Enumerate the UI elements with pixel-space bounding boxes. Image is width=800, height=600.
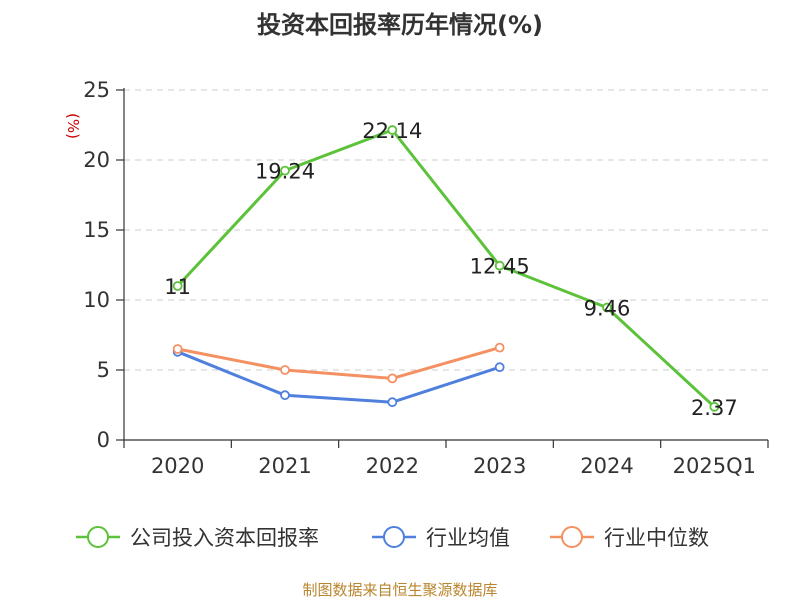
grid-lines bbox=[124, 89, 768, 371]
x-tick-label: 2023 bbox=[473, 454, 526, 478]
data-labels: 11 19.24 22.14 12.45 9.46 2.37 bbox=[164, 119, 737, 420]
x-tick-label: 2024 bbox=[580, 454, 633, 478]
data-label: 12.45 bbox=[470, 255, 530, 279]
data-label: 2.37 bbox=[691, 396, 738, 420]
x-tick-label: 2025Q1 bbox=[673, 454, 756, 478]
data-label: 22.14 bbox=[362, 119, 422, 143]
data-point-0 bbox=[280, 165, 290, 176]
data-point-1 bbox=[494, 362, 505, 373]
legend-item-1: 行业均值 bbox=[372, 526, 510, 550]
series-line-2 bbox=[176, 346, 502, 380]
legend: 公司投入资本回报率 行业均值 行业中位数 bbox=[76, 526, 709, 550]
data-point-0 bbox=[387, 125, 398, 135]
source-note: 制图数据来自恒生聚源数据库 bbox=[302, 581, 497, 599]
y-tick-label: 0 bbox=[97, 428, 110, 452]
series-line-1 bbox=[176, 350, 502, 404]
x-tick-label: 2021 bbox=[258, 454, 311, 478]
legend-label: 行业均值 bbox=[426, 526, 510, 550]
data-point-2 bbox=[280, 365, 290, 375]
data-point-1 bbox=[280, 390, 290, 401]
y-tick-label: 5 bbox=[97, 358, 110, 382]
data-point-0 bbox=[494, 260, 505, 271]
y-axis-unit-label: (%) bbox=[64, 113, 82, 139]
x-tick-label: 2020 bbox=[151, 454, 204, 478]
series-group bbox=[172, 125, 720, 412]
y-tick-label: 20 bbox=[83, 148, 110, 172]
axes: 0 5 10 15 20 25 2020 2021 2022 2023 2024 2025Q1 bbox=[83, 78, 769, 478]
y-tick-label: 10 bbox=[83, 288, 110, 312]
legend-marker-icon bbox=[561, 526, 583, 548]
y-tick-label: 15 bbox=[83, 218, 110, 242]
data-point-0 bbox=[172, 281, 183, 291]
y-tick-label: 25 bbox=[83, 78, 110, 102]
legend-marker-icon bbox=[87, 526, 109, 548]
legend-label: 行业中位数 bbox=[604, 526, 709, 550]
data-label: 11 bbox=[164, 275, 191, 299]
data-point-2 bbox=[387, 373, 398, 384]
legend-item-0: 公司投入资本回报率 bbox=[76, 526, 319, 550]
data-point-1 bbox=[387, 397, 398, 408]
legend-marker-icon bbox=[383, 526, 405, 548]
legend-item-2: 行业中位数 bbox=[550, 526, 709, 550]
data-point-2 bbox=[172, 344, 183, 354]
data-label: 9.46 bbox=[584, 297, 631, 321]
x-tick-label: 2022 bbox=[366, 454, 419, 478]
data-point-0 bbox=[709, 401, 720, 412]
legend-label: 公司投入资本回报率 bbox=[130, 526, 319, 550]
data-label: 19.24 bbox=[255, 160, 315, 184]
chart-title: 投资本回报率历年情况(%) bbox=[257, 11, 543, 39]
data-point-2 bbox=[494, 342, 505, 353]
series-line-0 bbox=[176, 128, 716, 409]
data-point-0 bbox=[602, 302, 612, 313]
